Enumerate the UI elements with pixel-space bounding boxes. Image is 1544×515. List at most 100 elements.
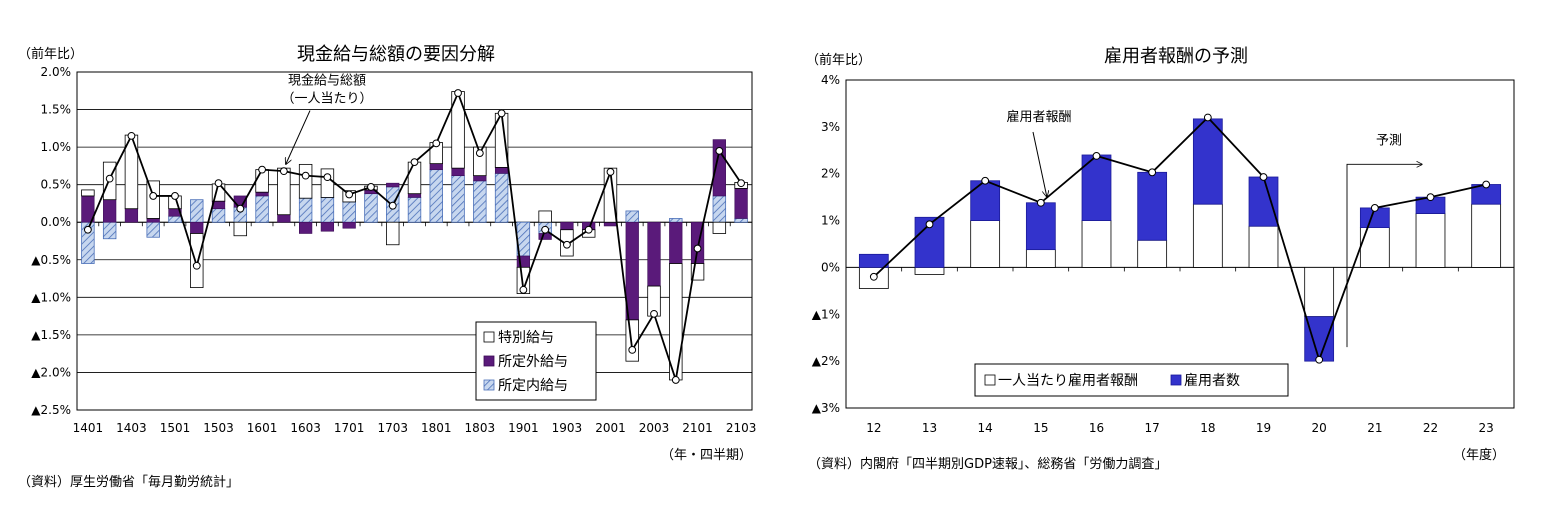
- right-bar-employees: [970, 180, 1001, 221]
- left-total-point: [650, 309, 658, 318]
- right-y-tick-label: 1%: [821, 214, 840, 228]
- right-bar-per-capita-comp: [1081, 220, 1112, 268]
- left-x-tick-label: 1903: [552, 421, 583, 435]
- left-total-point: [475, 149, 484, 158]
- left-bar-overtime-pay: [669, 221, 683, 264]
- left-bar-special-pay: [320, 168, 335, 198]
- left-total-point: [345, 190, 354, 199]
- right-bar-per-capita-comp: [1192, 203, 1223, 268]
- left-total-point: [127, 131, 136, 140]
- left-legend-swatch: [483, 355, 495, 367]
- right-y-tick-label: ▲2%: [812, 354, 840, 368]
- right-x-tick-label: 20: [1312, 421, 1327, 435]
- left-total-point: [367, 183, 375, 191]
- left-bar-overtime-pay: [560, 221, 574, 231]
- right-y-axis-label: （前年比）: [806, 52, 871, 68]
- left-x-tick-label: 2103: [726, 421, 757, 435]
- left-bar-regular-pay: [298, 197, 313, 223]
- right-total-point: [1036, 198, 1045, 207]
- left-bar-overtime-pay: [386, 182, 400, 188]
- right-total-point: [869, 272, 878, 281]
- left-plot-frame: [76, 71, 753, 411]
- left-total-point: [83, 225, 92, 234]
- left-total-point: [323, 173, 332, 182]
- left-bar-special-pay: [407, 161, 422, 195]
- left-annotation-line2: （一人当たり）: [281, 92, 372, 107]
- left-x-tick-label: 2001: [595, 421, 626, 435]
- left-bar-overtime-pay: [603, 221, 618, 227]
- left-x-tick-label: 1603: [290, 421, 321, 435]
- left-y-axis-label: （前年比）: [18, 46, 83, 62]
- left-y-tick-label: 0.0%: [41, 215, 72, 229]
- left-legend-swatch: [483, 379, 495, 391]
- left-bar-overtime-pay: [734, 188, 748, 219]
- right-total-point: [981, 176, 990, 185]
- left-total-point: [192, 261, 201, 270]
- left-bar-regular-pay: [320, 197, 335, 223]
- left-total-point: [541, 225, 550, 234]
- right-total-point: [1315, 355, 1324, 364]
- right-bar-employees: [1304, 316, 1335, 362]
- right-x-axis-label: （年度）: [1453, 447, 1505, 463]
- right-bar-per-capita-comp: [1137, 239, 1168, 268]
- left-bar-special-pay: [81, 189, 95, 197]
- left-bar-overtime-pay: [647, 221, 661, 287]
- left-bar-regular-pay: [734, 218, 748, 223]
- right-legend-swatch: [984, 374, 996, 386]
- left-y-tick-label: ▲2.5%: [31, 403, 71, 417]
- left-x-tick-label: 1703: [377, 421, 408, 435]
- left-total-point: [214, 179, 223, 188]
- left-bar-regular-pay: [451, 175, 465, 223]
- left-bar-overtime-pay: [538, 233, 552, 240]
- right-annotation-label: 雇用者報酬: [1006, 109, 1071, 125]
- right-bar-employees: [858, 253, 889, 268]
- left-x-tick-label: 1803: [465, 421, 496, 435]
- left-bar-overtime-pay: [429, 163, 443, 170]
- right-total-point: [925, 220, 934, 229]
- left-x-tick-label: 1501: [160, 421, 191, 435]
- left-bar-special-pay: [625, 319, 639, 362]
- left-bar-regular-pay: [102, 221, 117, 240]
- right-total-point: [1426, 193, 1435, 202]
- left-bar-regular-pay: [625, 210, 639, 223]
- left-bar-overtime-pay: [299, 221, 313, 234]
- left-legend-label: 所定内給与: [498, 378, 568, 394]
- right-y-tick-label: 4%: [821, 73, 840, 87]
- left-bar-regular-pay: [364, 193, 378, 223]
- right-chart-title: 雇用者報酬の予測: [1104, 46, 1248, 67]
- right-bar-employees: [1192, 118, 1223, 205]
- left-total-point: [606, 167, 615, 176]
- left-total-point: [388, 201, 397, 210]
- left-x-axis-label: （年・四半期）: [661, 448, 752, 463]
- right-x-tick-label: 19: [1256, 421, 1271, 435]
- left-bar-regular-pay: [190, 199, 204, 223]
- left-total-point: [279, 167, 288, 176]
- right-bar-per-capita-comp: [1304, 267, 1335, 318]
- left-bar-overtime-pay: [451, 167, 465, 176]
- left-total-point: [301, 171, 310, 180]
- left-total-point: [497, 109, 506, 118]
- left-total-point: [628, 346, 637, 354]
- left-legend-label: 特別給与: [498, 330, 554, 346]
- right-y-tick-label: 2%: [821, 167, 840, 181]
- right-x-tick-label: 14: [978, 421, 993, 435]
- right-y-tick-label: ▲3%: [812, 401, 840, 415]
- left-x-tick-label: 1401: [73, 421, 104, 435]
- left-y-tick-label: 0.5%: [41, 178, 72, 192]
- right-total-line: [873, 116, 1487, 363]
- left-total-point: [236, 204, 245, 213]
- left-bar-overtime-pay: [473, 175, 487, 182]
- left-y-tick-label: 1.5%: [41, 103, 72, 117]
- left-bar-regular-pay: [211, 208, 226, 223]
- left-total-point: [563, 240, 571, 249]
- right-source-note: （資料）内閣府「四半期別GDP速報」、総務省「労働力調査」: [808, 456, 1167, 472]
- left-bar-special-pay: [712, 221, 727, 234]
- right-x-tick-label: 21: [1367, 421, 1382, 435]
- left-legend-swatch: [483, 331, 495, 343]
- right-bar-per-capita-comp: [970, 220, 1001, 268]
- right-plot-frame: [845, 79, 1515, 409]
- left-bar-regular-pay: [342, 201, 356, 223]
- right-total-point: [1203, 113, 1212, 122]
- left-y-tick-label: ▲1.5%: [31, 328, 71, 342]
- left-plot-area: 2.0% 1.5% 1.0% 0.5% 0.0% ▲0.5% ▲1.0% ▲1.5% ▲2.0%…: [31, 65, 756, 435]
